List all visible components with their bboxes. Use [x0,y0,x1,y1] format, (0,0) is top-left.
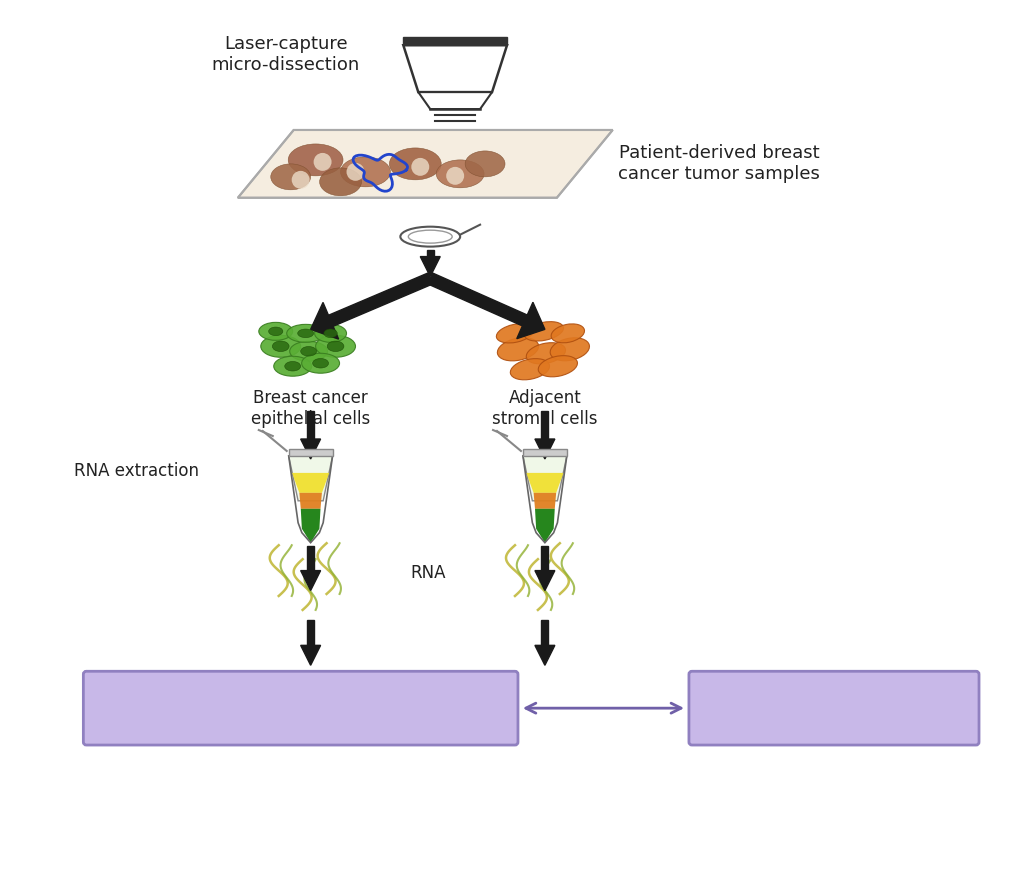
Ellipse shape [549,337,589,361]
Ellipse shape [399,226,460,247]
Circle shape [411,158,429,176]
Polygon shape [418,93,491,109]
Text: Laser-capture
micro-dissection: Laser-capture micro-dissection [211,35,360,74]
Ellipse shape [510,359,549,380]
Polygon shape [541,545,548,571]
Circle shape [291,171,310,189]
Polygon shape [534,439,554,459]
Polygon shape [523,449,567,456]
Polygon shape [301,646,320,665]
Polygon shape [526,473,562,492]
Circle shape [313,153,331,171]
Ellipse shape [289,341,327,361]
Ellipse shape [408,230,451,243]
Ellipse shape [496,323,533,343]
Ellipse shape [288,144,342,176]
Circle shape [445,167,464,185]
Ellipse shape [389,148,441,180]
Polygon shape [301,571,320,590]
Ellipse shape [259,322,292,340]
Polygon shape [523,456,567,500]
Ellipse shape [314,324,346,343]
Polygon shape [420,256,440,277]
Polygon shape [311,302,338,339]
Polygon shape [403,37,506,45]
Polygon shape [517,302,544,338]
Polygon shape [535,509,554,543]
Text: Transcriptomics analysis: Transcriptomics analysis [191,700,411,717]
Circle shape [346,163,364,181]
Ellipse shape [284,361,301,371]
Ellipse shape [270,164,311,189]
Text: RNA extraction: RNA extraction [73,462,199,480]
Polygon shape [427,273,527,326]
Ellipse shape [324,329,337,337]
Polygon shape [534,646,554,665]
Ellipse shape [319,168,361,196]
Polygon shape [541,411,548,439]
Text: RNA: RNA [410,564,445,581]
Ellipse shape [327,341,343,352]
Ellipse shape [286,324,324,343]
Ellipse shape [340,157,390,187]
FancyBboxPatch shape [84,671,518,745]
Ellipse shape [524,322,562,341]
Polygon shape [237,130,612,197]
Ellipse shape [268,327,282,336]
Polygon shape [307,545,314,571]
Ellipse shape [302,353,339,374]
Polygon shape [301,509,320,543]
Ellipse shape [273,356,312,376]
Text: Breast cancer
epithelial cells: Breast cancer epithelial cells [251,389,370,428]
Text: Patient-derived breast
cancer tumor samples: Patient-derived breast cancer tumor samp… [618,144,819,183]
Polygon shape [403,45,506,93]
Ellipse shape [261,336,301,358]
Ellipse shape [538,356,577,377]
Polygon shape [533,492,555,509]
Polygon shape [328,273,432,326]
Ellipse shape [526,343,565,364]
Ellipse shape [465,151,504,177]
Polygon shape [307,620,314,646]
Ellipse shape [315,336,356,358]
Text: Adjacent
stromal cells: Adjacent stromal cells [491,389,597,428]
Ellipse shape [313,359,328,368]
Polygon shape [534,571,554,590]
Polygon shape [301,439,320,459]
Ellipse shape [298,329,313,337]
Ellipse shape [436,159,484,188]
Polygon shape [299,492,322,509]
Polygon shape [307,411,314,439]
Polygon shape [288,449,332,456]
Polygon shape [291,473,329,492]
Polygon shape [426,249,433,256]
Ellipse shape [272,341,288,352]
Polygon shape [288,456,332,500]
Text: Proteomics analysis: Proteomics analysis [744,700,922,717]
Ellipse shape [497,337,538,361]
FancyBboxPatch shape [688,671,978,745]
Ellipse shape [550,324,584,343]
Ellipse shape [301,346,316,356]
Polygon shape [541,620,548,646]
